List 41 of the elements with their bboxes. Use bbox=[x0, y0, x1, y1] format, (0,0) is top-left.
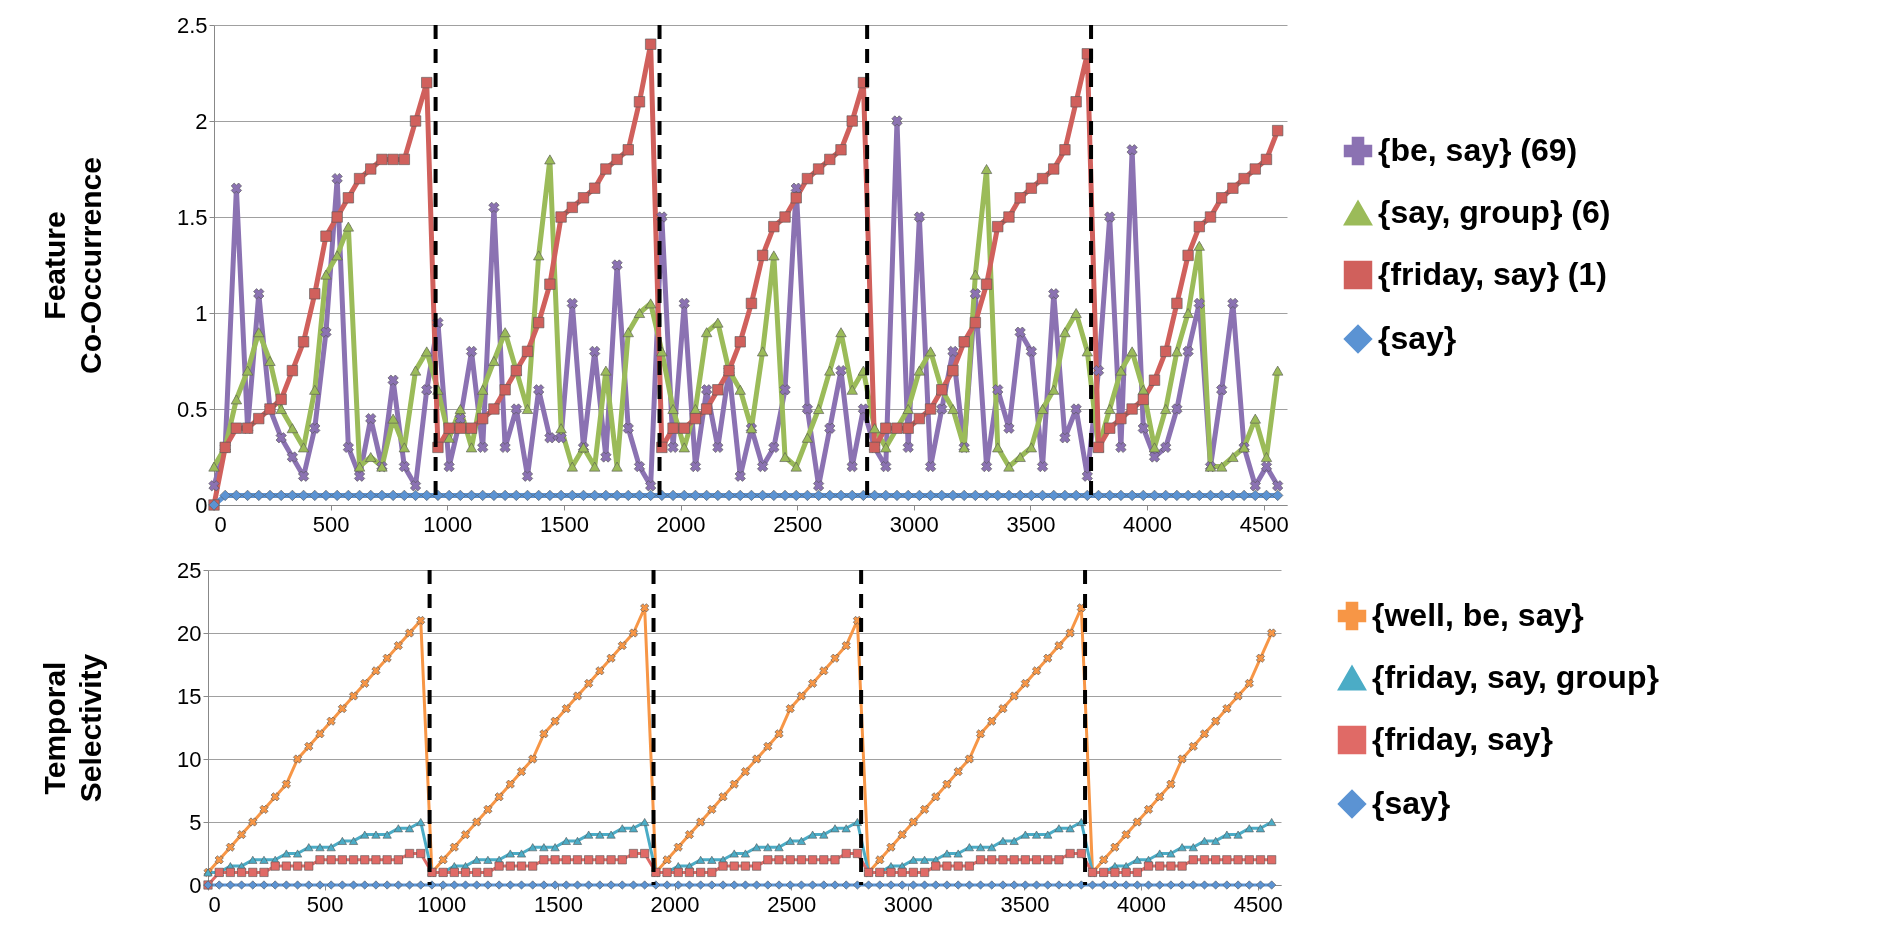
x-tick-label: 3000 bbox=[889, 511, 939, 537]
y-axis-title: Feature Co-Occurrence bbox=[37, 157, 107, 374]
y-tick-label: 20 bbox=[177, 620, 202, 646]
legend-label: {be, say} (69) bbox=[1378, 132, 1578, 168]
x-tick-label: 1000 bbox=[417, 891, 467, 917]
legend-label: {say, group} (6) bbox=[1378, 194, 1611, 230]
x-tick-label: 1500 bbox=[539, 511, 589, 537]
x-tick-label: 4500 bbox=[1233, 891, 1283, 917]
y-axis-title: Temporal Selectivity bbox=[38, 653, 108, 803]
y-tick-label: 0 bbox=[195, 492, 208, 518]
x-tick-label: 3500 bbox=[1000, 891, 1050, 917]
x-tick-label: 4500 bbox=[1239, 511, 1289, 537]
legend-label: {say} bbox=[1372, 785, 1451, 821]
y-tick-label: 10 bbox=[177, 746, 202, 772]
y-tick-label: 1 bbox=[195, 300, 208, 326]
legend-label: {friday, say} (1) bbox=[1378, 256, 1607, 292]
x-tick-label: 1000 bbox=[423, 511, 473, 537]
x-tick-label: 3000 bbox=[883, 891, 933, 917]
x-tick-label: 2500 bbox=[767, 891, 817, 917]
x-tick-label: 500 bbox=[306, 891, 344, 917]
x-tick-label: 0 bbox=[214, 511, 227, 537]
y-tick-label: 15 bbox=[177, 683, 202, 709]
y-tick-label: 0.5 bbox=[176, 396, 208, 422]
y-tick-label: 2 bbox=[195, 108, 208, 134]
y-tick-label: 25 bbox=[177, 557, 202, 583]
legend-label: {friday, say, group} bbox=[1372, 659, 1659, 695]
y-tick-label: 1.5 bbox=[176, 204, 208, 230]
x-tick-label: 4000 bbox=[1123, 511, 1173, 537]
y-tick-label: 5 bbox=[189, 809, 202, 835]
y-tick-label: 2.5 bbox=[176, 12, 208, 38]
x-tick-label: 3500 bbox=[1006, 511, 1056, 537]
legend-label: {well, be, say} bbox=[1372, 597, 1584, 633]
legend-label: {friday, say} bbox=[1372, 721, 1553, 757]
legend-label: {say} bbox=[1378, 320, 1457, 356]
x-tick-label: 2000 bbox=[650, 891, 700, 917]
x-tick-label: 1500 bbox=[533, 891, 583, 917]
x-tick-label: 2500 bbox=[773, 511, 823, 537]
x-tick-label: 4000 bbox=[1117, 891, 1167, 917]
x-tick-label: 500 bbox=[312, 511, 350, 537]
x-tick-label: 2000 bbox=[656, 511, 706, 537]
y-tick-label: 0 bbox=[189, 872, 202, 898]
